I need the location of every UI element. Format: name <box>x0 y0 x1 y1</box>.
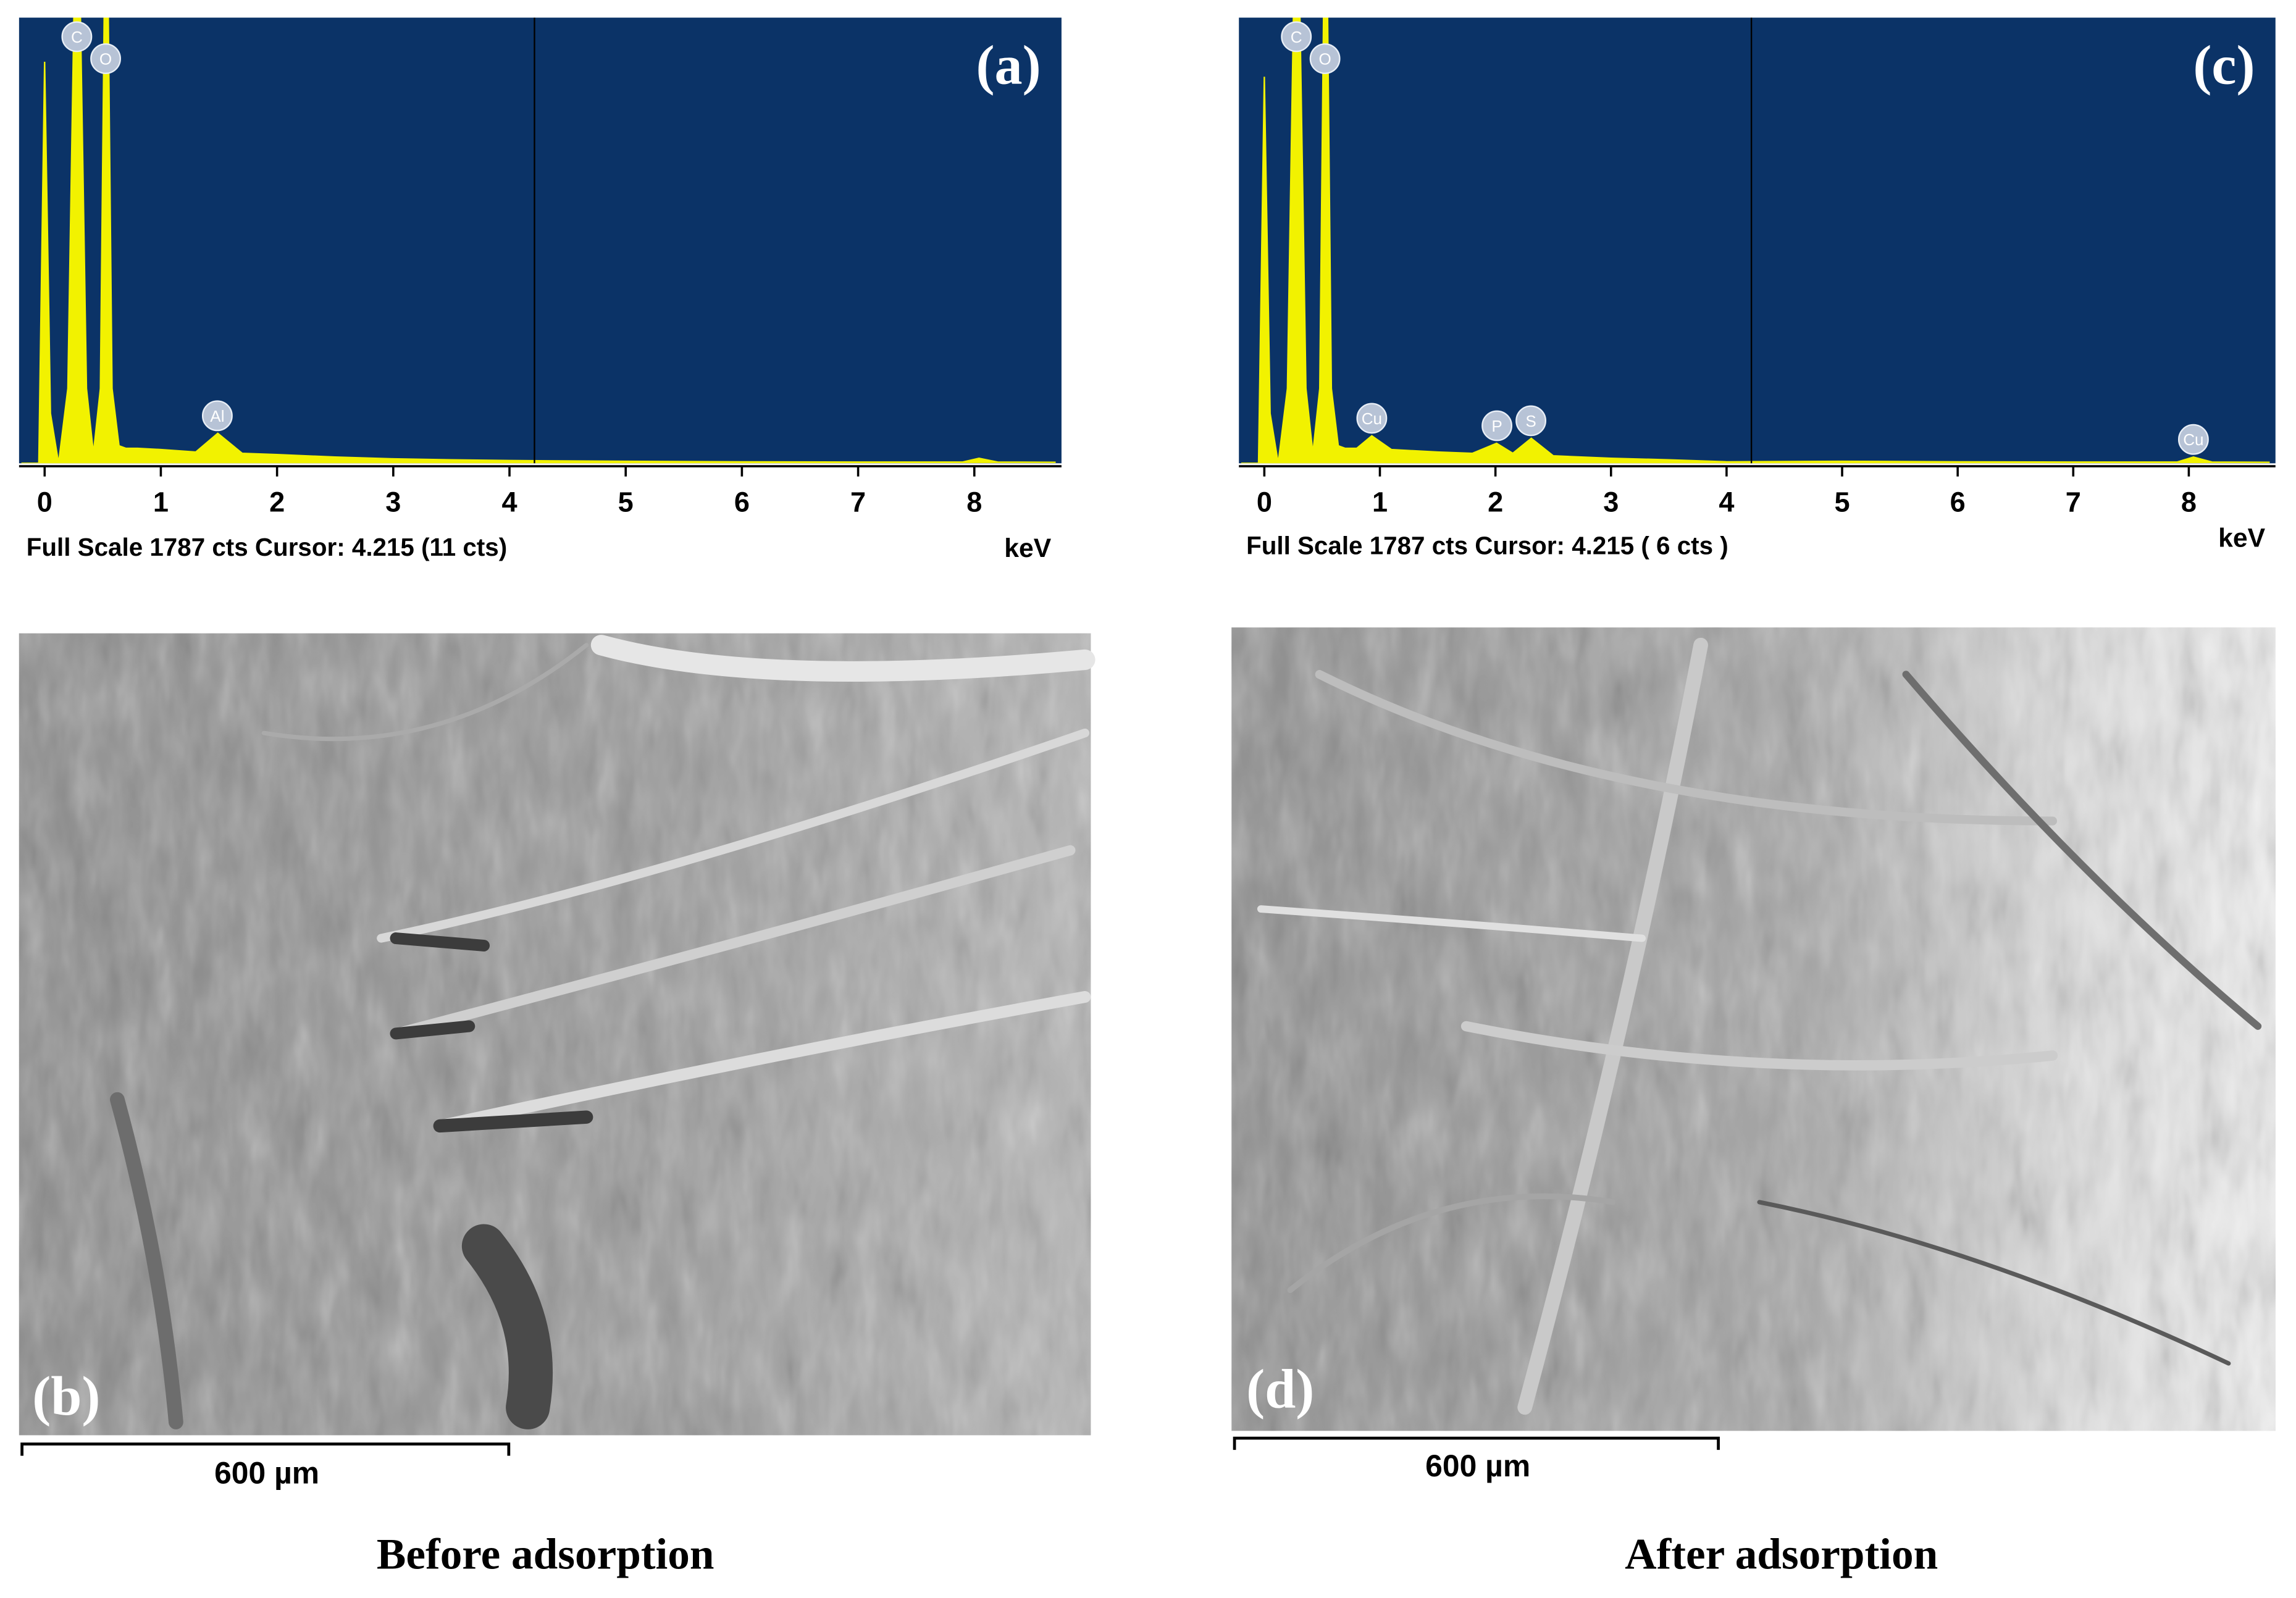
x-tick-label: 2 <box>269 487 285 518</box>
peak-marker <box>201 400 233 432</box>
panel-label: (a) <box>976 34 1041 96</box>
peak-label: O <box>99 50 112 69</box>
peak-label: Al <box>210 407 224 425</box>
sem-texture <box>19 633 1091 1436</box>
peak-marker <box>90 43 121 74</box>
plot-background <box>1239 17 2276 464</box>
peak-marker <box>1515 405 1547 437</box>
spectrum-panel: 0 1 2 3 4 5 6 7 8 Full Scale 1787 cts Cursor: 4.2… <box>19 17 1062 563</box>
peak-label: Cu <box>1362 409 1382 428</box>
fibers <box>1257 637 2262 1415</box>
scale-bar <box>1233 1436 1720 1450</box>
panel-label: (c) <box>2193 34 2255 96</box>
panel-label: (d) <box>1246 1358 1314 1420</box>
caption: Before adsorption <box>377 1530 714 1578</box>
x-tick-label: 3 <box>1603 487 1619 518</box>
peak-label: O <box>1318 50 1331 69</box>
x-tick-label: 0 <box>1257 487 1272 518</box>
scale-bar <box>20 1442 511 1456</box>
sem-image-d <box>1231 627 2276 1431</box>
x-tick-label: 2 <box>1488 487 1503 518</box>
peak-label: Cu <box>2183 430 2203 449</box>
peak-marker <box>2177 424 2209 455</box>
sem-image-b <box>19 633 1096 1436</box>
plot-background <box>19 17 1062 464</box>
x-axis-label: keV <box>2218 524 2266 553</box>
x-tick-label: 1 <box>153 487 169 518</box>
x-axis-label: keV <box>1004 533 1052 563</box>
spectrum-area <box>21 17 1056 464</box>
peak-marker <box>1309 43 1341 74</box>
annotations: 0 1 2 3 4 5 6 7 8 Full Scale 1787 cts Cursor: 4.2… <box>19 17 2276 1578</box>
peak-marker <box>1356 403 1388 434</box>
spectrum-area <box>1241 17 2270 464</box>
x-tick-label: 1 <box>1372 487 1388 518</box>
peak-marker <box>61 21 93 52</box>
peak-label: P <box>1491 417 1502 435</box>
x-tick-label: 5 <box>618 487 634 518</box>
fibers <box>110 635 1096 1429</box>
status-text: Full Scale 1787 cts Cursor: 4.215 (11 ct… <box>27 533 507 561</box>
sem-texture <box>1231 627 2276 1431</box>
x-tick-label: 4 <box>501 487 517 518</box>
x-tick-label: 6 <box>734 487 750 518</box>
panel-label: (b) <box>32 1365 100 1427</box>
x-tick-label: 7 <box>850 487 866 518</box>
x-tick-label: 5 <box>1834 487 1850 518</box>
x-tick-label: 6 <box>1950 487 1966 518</box>
scale-bar-label: 600 µm <box>214 1456 319 1491</box>
scale-bar-label: 600 µm <box>1425 1449 1530 1483</box>
x-tick-label: 3 <box>385 487 401 518</box>
x-tick-label: 8 <box>2181 487 2197 518</box>
peak-marker <box>1281 21 1312 52</box>
peak-marker <box>1481 410 1512 441</box>
status-text: Full Scale 1787 cts Cursor: 4.215 ( 6 ct… <box>1246 532 1728 560</box>
spectrum-panel: 0 1 2 3 4 5 6 7 8 Full Scale 1787 cts Cursor: 4.2… <box>1239 17 2276 560</box>
x-tick-label: 7 <box>2066 487 2081 518</box>
x-tick-label: 4 <box>1719 487 1734 518</box>
x-tick-label: 0 <box>37 487 52 518</box>
caption: After adsorption <box>1625 1530 1938 1578</box>
x-tick-label: 8 <box>966 487 982 518</box>
peak-label: S <box>1525 412 1536 430</box>
peak-label: C <box>71 28 83 46</box>
peak-label: C <box>1291 28 1302 46</box>
